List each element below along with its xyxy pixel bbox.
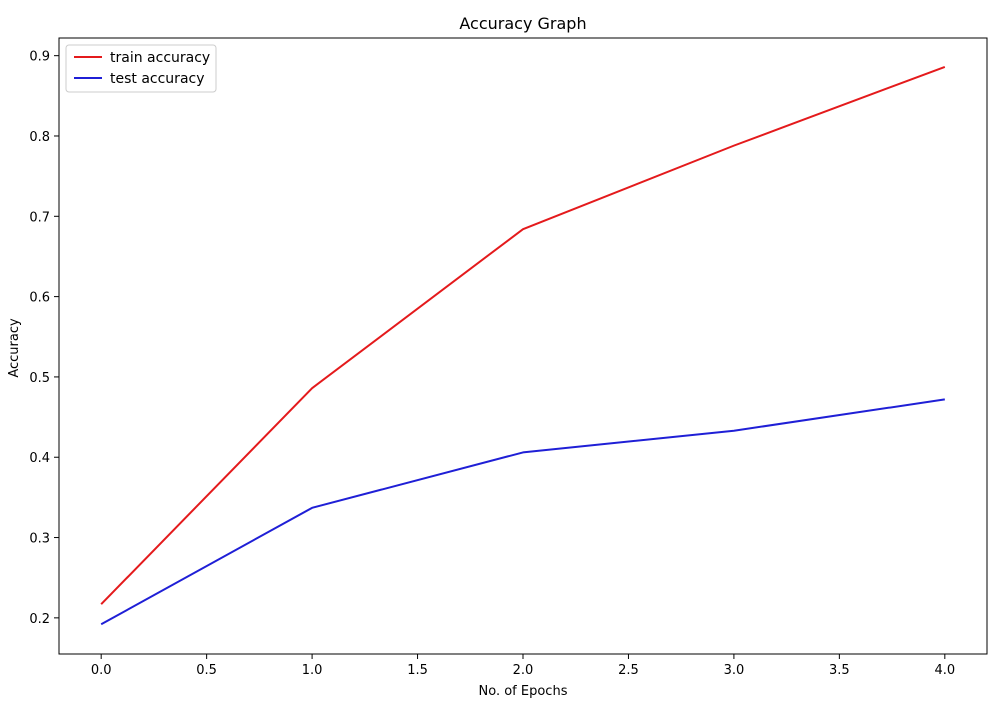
y-tick-label: 0.2 (29, 612, 50, 627)
plot-area: 0.0 0.5 1.0 1.5 2.0 2.5 3.0 3.5 4.0 0.2 0.3 0.4 0.5 0… (29, 37, 988, 678)
chart-title: Accuracy Graph (459, 14, 586, 33)
y-tick-label: 0.5 (29, 371, 50, 386)
y-tick-label: 0.4 (29, 451, 50, 466)
x-tick-label: 3.0 (724, 663, 745, 678)
y-tick-label: 0.6 (29, 291, 50, 306)
legend-box (65, 44, 217, 93)
series-line-train-accuracy (100, 65, 946, 605)
legend-label: train accuracy (110, 50, 210, 66)
x-tick-label: 0.0 (91, 663, 112, 678)
y-tick-label: 0.3 (29, 532, 50, 547)
plot-frame (58, 37, 988, 655)
series-line-test-accuracy (100, 398, 945, 626)
x-tick-label: 1.5 (407, 663, 428, 678)
x-tick-label: 3.5 (829, 663, 850, 678)
x-tick-label: 4.0 (934, 663, 955, 678)
x-tick-label: 0.5 (196, 663, 217, 678)
y-tick-label: 0.9 (29, 50, 50, 65)
y-axis-title: Accuracy (7, 318, 22, 378)
x-tick-label: 2.5 (618, 663, 639, 678)
x-tick-label: 1.0 (302, 663, 323, 678)
legend-label: test accuracy (110, 71, 205, 87)
x-tick-label: 2.0 (513, 663, 534, 678)
y-tick-label: 0.8 (29, 130, 50, 145)
x-axis-title: No. of Epochs (479, 684, 568, 699)
y-tick-label: 0.7 (29, 210, 50, 225)
